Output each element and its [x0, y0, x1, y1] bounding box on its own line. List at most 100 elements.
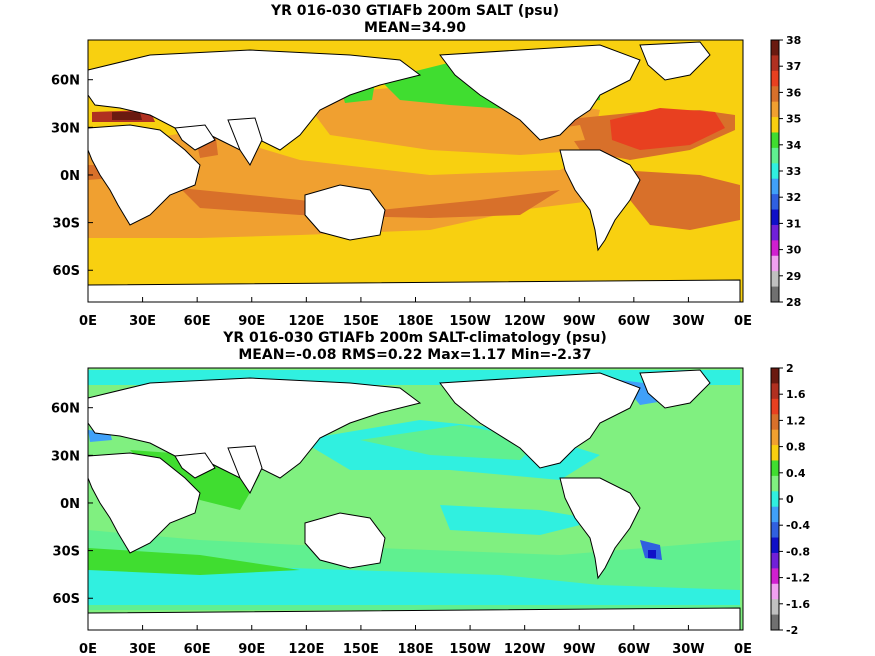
colorbar-swatch — [771, 101, 779, 118]
x-tick-label: 120W — [504, 642, 545, 656]
colorbar-swatch — [771, 163, 779, 180]
x-tick-label: 30E — [129, 642, 156, 656]
colorbar-tick-label: 1.6 — [786, 388, 806, 401]
colorbar-swatch — [771, 286, 779, 303]
colorbar-swatch — [771, 383, 779, 400]
colorbar-tick-label: 36 — [786, 86, 802, 99]
x-tick-label: 0E — [79, 642, 97, 656]
land-mass — [439, 44, 641, 141]
land-mass — [639, 369, 711, 409]
colorbar-tick-label: -1.2 — [786, 572, 810, 585]
x-tick-label: 120E — [288, 642, 324, 656]
x-tick-label: 90W — [563, 642, 595, 656]
colorbar-tick-label: -1.6 — [786, 598, 810, 611]
colorbar-swatch — [771, 86, 779, 103]
y-tick-label: 60S — [53, 592, 80, 607]
colorbar-swatch — [771, 209, 779, 226]
colorbar-tick-label: 29 — [786, 270, 801, 283]
colorbar-swatch — [771, 537, 779, 554]
x-tick-label: 150E — [343, 642, 379, 656]
x-tick-label: 150W — [449, 314, 490, 329]
land-mass — [87, 124, 201, 226]
x-tick-label: 180E — [397, 642, 433, 656]
colorbar-swatch — [771, 255, 779, 272]
colorbar-tick-label: 38 — [786, 34, 801, 47]
colorbar-swatch — [771, 240, 779, 257]
land-mass — [174, 452, 216, 479]
x-tick-label: 60W — [618, 642, 650, 656]
colorbar-tick-label: 1.2 — [786, 414, 806, 427]
x-tick-label: 30W — [672, 642, 704, 656]
panel2-title: YR 016-030 GTIAFb 200m SALT-climatology … — [223, 330, 607, 346]
value-region — [360, 425, 540, 460]
x-tick-label: 120W — [504, 314, 545, 329]
land-mass — [227, 117, 263, 167]
colorbar-swatch — [771, 224, 779, 241]
x-tick-label: 150E — [343, 314, 379, 329]
colorbar-tick-label: 37 — [786, 60, 801, 73]
colorbar-swatch — [771, 132, 779, 149]
x-tick-label: 150W — [449, 642, 490, 656]
value-region — [180, 188, 560, 218]
colorbar-swatch — [771, 552, 779, 569]
value-region — [610, 108, 725, 150]
colorbar-swatch — [771, 522, 779, 539]
colorbar-swatch — [771, 614, 779, 631]
colorbar-swatch — [771, 599, 779, 616]
land-mass — [174, 124, 216, 151]
x-tick-label: 60W — [618, 314, 650, 329]
y-tick-label: 30N — [51, 449, 80, 464]
colorbar-swatch — [771, 475, 779, 492]
colorbar-swatch — [771, 147, 779, 164]
colorbar-tick-label: 0 — [786, 493, 794, 506]
colorbar-1: 38 37 36 35 34 33 32 31 30 29 28 — [770, 34, 802, 309]
value-region — [112, 112, 142, 120]
y-tick-label: 60S — [53, 264, 80, 279]
colorbar-swatch — [771, 491, 779, 508]
land-mass — [439, 372, 641, 469]
land-mass — [559, 149, 641, 252]
x-tick-label: 60E — [184, 314, 211, 329]
panel1-subtitle: MEAN=34.90 — [363, 20, 467, 36]
colorbar-tick-label: 31 — [786, 217, 801, 230]
colorbar-swatch — [771, 398, 779, 415]
land-mass — [304, 184, 386, 241]
land-mass — [87, 377, 422, 479]
y-tick-label: 0N — [60, 497, 80, 512]
x-tick-label: 0E — [734, 642, 752, 656]
land-mass — [87, 49, 422, 151]
colorbar-swatch — [771, 368, 779, 384]
x-tick-label: 180E — [397, 314, 433, 329]
y-tick-label: 60N — [51, 402, 80, 417]
land-mass — [227, 445, 263, 495]
colorbar-tick-label: -0.8 — [786, 545, 810, 558]
colorbar-tick-label: -2 — [786, 624, 798, 637]
land-mass — [304, 512, 386, 569]
y-tick-label: 30S — [53, 545, 80, 560]
land-mass — [87, 452, 201, 554]
x-tick-label: 60E — [184, 642, 211, 656]
colorbar-tick-label: 32 — [786, 191, 801, 204]
y-tick-label: 30N — [51, 121, 80, 136]
x-tick-label: 120E — [288, 314, 324, 329]
colorbar-swatch — [771, 414, 779, 431]
land-mass — [559, 477, 641, 580]
colorbar-swatch — [771, 178, 779, 195]
colorbar-swatch — [771, 429, 779, 446]
colorbar-tick-label: 28 — [786, 296, 801, 309]
colorbar-swatch — [771, 194, 779, 211]
value-region — [648, 550, 656, 558]
colorbar-swatch — [771, 568, 779, 585]
colorbar-tick-label: -0.4 — [786, 519, 810, 532]
panel2-subtitle: MEAN=-0.08 RMS=0.22 Max=1.17 Min=-2.37 — [238, 347, 592, 363]
colorbar-2: 2 1.6 1.2 0.8 0.4 0 -0.4 -0.8 -1.2 -1.6 -2 — [770, 362, 810, 637]
colorbar-swatch — [771, 271, 779, 288]
colorbar-swatch — [771, 55, 779, 72]
colorbar-swatch — [771, 40, 779, 56]
colorbar-tick-label: 0.4 — [786, 467, 806, 480]
x-tick-label: 0E — [734, 314, 752, 329]
colorbar-swatch — [771, 506, 779, 523]
colorbar-tick-label: 34 — [786, 139, 802, 152]
colorbar-tick-label: 30 — [786, 244, 802, 257]
